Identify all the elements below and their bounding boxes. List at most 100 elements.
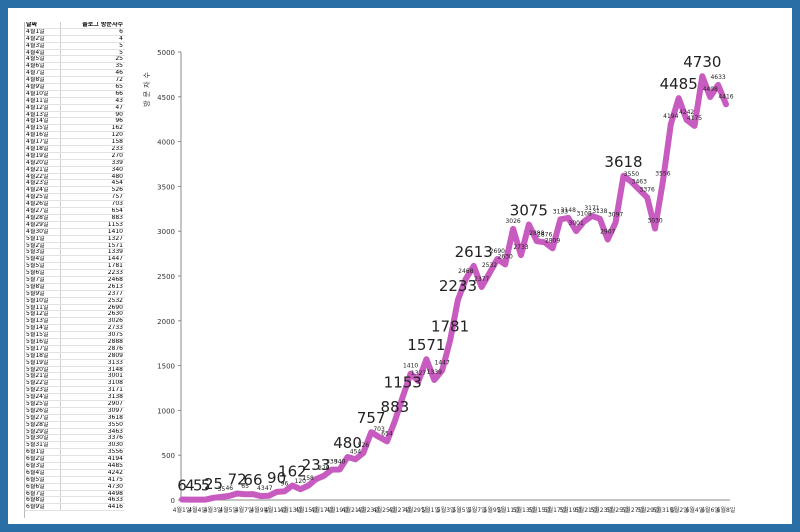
sheet-cell-date[interactable]: 4월1일	[25, 28, 61, 35]
sheet-cell-value[interactable]: 5	[119, 42, 123, 49]
sheet-cell-date[interactable]: 5월20일	[25, 366, 61, 373]
sheet-cell-date[interactable]: 6월9일	[25, 504, 61, 511]
sheet-cell-date[interactable]: 5월28일	[25, 421, 61, 428]
sheet-cell-value[interactable]: 526	[111, 187, 123, 194]
sheet-cell-date[interactable]: 5월22일	[25, 380, 61, 387]
sheet-cell-date[interactable]: 5월21일	[25, 373, 61, 380]
sheet-cell-date[interactable]: 5월4일	[25, 256, 61, 263]
sheet-cell-value[interactable]: 3108	[107, 380, 123, 387]
sheet-cell-date[interactable]: 4월14일	[25, 118, 61, 125]
sheet-cell-value[interactable]: 703	[111, 201, 123, 208]
sheet-cell-value[interactable]: 90	[115, 111, 123, 118]
sheet-cell-date[interactable]: 5월29일	[25, 428, 61, 435]
sheet-cell-date[interactable]: 6월5일	[25, 476, 61, 483]
sheet-cell-date[interactable]: 4월6일	[25, 63, 61, 70]
sheet-cell-date[interactable]: 4월16일	[25, 132, 61, 139]
sheet-cell-value[interactable]: 2876	[107, 345, 123, 352]
sheet-cell-date[interactable]: 5월3일	[25, 249, 61, 256]
sheet-cell-value[interactable]: 158	[111, 139, 123, 146]
sheet-cell-date[interactable]: 6월3일	[25, 463, 61, 469]
sheet-cell-date[interactable]: 5월2일	[25, 242, 61, 249]
line-chart[interactable]: 0 500 1000 1500 2000 2500 3000 3500 4000 4500 5000…	[128, 22, 786, 518]
sheet-cell-date[interactable]: 5월17일	[25, 345, 61, 352]
sheet-cell-date[interactable]: 5월14일	[25, 325, 61, 332]
sheet-cell-date[interactable]: 4월19일	[25, 152, 61, 159]
sheet-cell-value[interactable]: 3148	[107, 366, 123, 373]
sheet-cell-value[interactable]: 757	[111, 194, 123, 201]
sheet-cell-value[interactable]: 3376	[107, 435, 123, 442]
sheet-cell-value[interactable]: 3463	[107, 428, 123, 435]
sheet-cell-date[interactable]: 6월2일	[25, 456, 61, 462]
sheet-cell-value[interactable]: 47	[115, 104, 123, 111]
sheet-cell-date[interactable]: 4월27일	[25, 208, 61, 214]
sheet-cell-value[interactable]: 2233	[107, 270, 123, 276]
sheet-cell-value[interactable]: 3001	[107, 373, 123, 380]
sheet-cell-value[interactable]: 72	[115, 77, 123, 84]
sheet-cell-value[interactable]: 2809	[107, 352, 123, 359]
sheet-cell-date[interactable]: 4월18일	[25, 146, 61, 152]
sheet-cell-date[interactable]: 5월9일	[25, 290, 61, 297]
sheet-cell-date[interactable]: 5월5일	[25, 263, 61, 270]
sheet-cell-date[interactable]: 4월25일	[25, 194, 61, 201]
sheet-cell-date[interactable]: 4월2일	[25, 35, 61, 42]
sheet-cell-date[interactable]: 6월1일	[25, 449, 61, 456]
sheet-cell-value[interactable]: 3550	[107, 421, 123, 428]
sheet-cell-value[interactable]: 2532	[107, 297, 123, 304]
sheet-cell-date[interactable]: 5월11일	[25, 304, 61, 311]
sheet-cell-value[interactable]: 6	[119, 28, 123, 35]
sheet-cell-value[interactable]: 4730	[107, 483, 123, 490]
sheet-cell-date[interactable]: 5월12일	[25, 311, 61, 318]
sheet-cell-value[interactable]: 4498	[107, 490, 123, 497]
sheet-cell-date[interactable]: 4월8일	[25, 77, 61, 84]
sheet-cell-date[interactable]: 4월24일	[25, 187, 61, 194]
sheet-cell-date[interactable]: 4월21일	[25, 166, 61, 173]
sheet-cell-date[interactable]: 4월12일	[25, 104, 61, 111]
sheet-cell-value[interactable]: 454	[111, 180, 123, 187]
sheet-cell-value[interactable]: 339	[111, 159, 123, 166]
sheet-cell-date[interactable]: 4월26일	[25, 201, 61, 208]
sheet-cell-value[interactable]: 66	[115, 90, 123, 97]
sheet-cell-date[interactable]: 4월3일	[25, 42, 61, 49]
sheet-cell-value[interactable]: 4485	[107, 463, 123, 469]
sheet-cell-date[interactable]: 5월15일	[25, 332, 61, 338]
sheet-cell-value[interactable]: 270	[111, 152, 123, 159]
sheet-cell-value[interactable]: 2690	[107, 304, 123, 311]
sheet-cell-value[interactable]: 3171	[107, 387, 123, 394]
sheet-cell-date[interactable]: 6월7일	[25, 490, 61, 497]
sheet-cell-value[interactable]: 1153	[107, 221, 123, 228]
sheet-cell-value[interactable]: 3138	[107, 394, 123, 400]
sheet-cell-date[interactable]: 5월10일	[25, 297, 61, 304]
sheet-cell-date[interactable]: 5월8일	[25, 283, 61, 290]
sheet-cell-date[interactable]: 5월23일	[25, 387, 61, 394]
sheet-cell-date[interactable]: 4월30일	[25, 228, 61, 235]
sheet-cell-value[interactable]: 3030	[107, 442, 123, 449]
sheet-cell-value[interactable]: 654	[111, 208, 123, 214]
sheet-cell-date[interactable]: 4월29일	[25, 221, 61, 228]
sheet-header-visitors[interactable]: 블로그 방문자수	[82, 22, 123, 28]
sheet-cell-value[interactable]: 65	[115, 84, 123, 90]
sheet-cell-value[interactable]: 340	[111, 166, 123, 173]
sheet-cell-value[interactable]: 2630	[107, 311, 123, 318]
sheet-cell-date[interactable]: 5월13일	[25, 318, 61, 325]
sheet-header-date[interactable]: 날짜	[25, 22, 61, 28]
sheet-cell-date[interactable]: 4월11일	[25, 97, 61, 104]
sheet-cell-value[interactable]: 480	[111, 173, 123, 180]
sheet-cell-date[interactable]: 5월6일	[25, 270, 61, 276]
sheet-cell-date[interactable]: 4월23일	[25, 180, 61, 187]
sheet-cell-value[interactable]: 1410	[107, 228, 123, 235]
sheet-cell-value[interactable]: 3097	[107, 407, 123, 414]
sheet-cell-value[interactable]: 4	[119, 35, 123, 42]
sheet-cell-value[interactable]: 2377	[107, 290, 123, 297]
sheet-cell-date[interactable]: 5월25일	[25, 400, 61, 407]
sheet-cell-value[interactable]: 46	[115, 70, 123, 77]
sheet-cell-value[interactable]: 35	[115, 63, 123, 70]
sheet-cell-date[interactable]: 5월18일	[25, 352, 61, 359]
sheet-cell-value[interactable]: 2907	[107, 400, 123, 407]
sheet-cell-value[interactable]: 1447	[107, 256, 123, 263]
sheet-cell-date[interactable]: 5월26일	[25, 407, 61, 414]
sheet-cell-date[interactable]: 5월1일	[25, 235, 61, 242]
sheet-cell-value[interactable]: 43	[115, 97, 123, 104]
sheet-cell-value[interactable]: 3026	[107, 318, 123, 325]
sheet-cell-date[interactable]: 4월10일	[25, 90, 61, 97]
sheet-cell-value[interactable]: 1781	[107, 263, 123, 270]
